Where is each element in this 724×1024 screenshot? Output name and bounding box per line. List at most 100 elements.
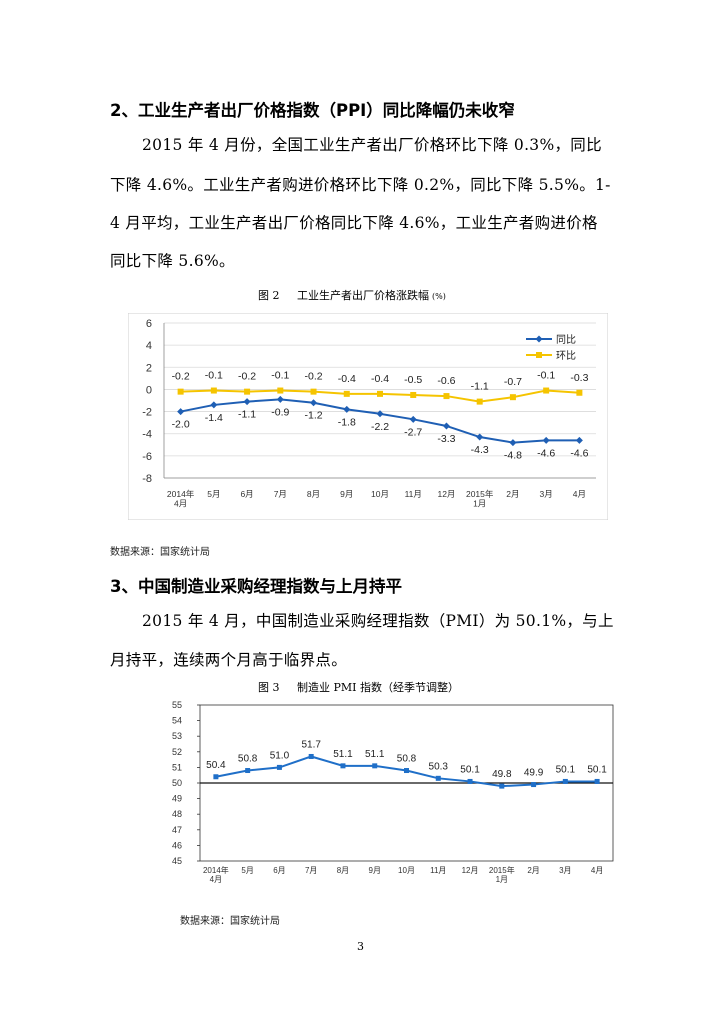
data-point: [210, 401, 218, 409]
x-tick-label: 8月: [307, 489, 320, 499]
data-point: [340, 763, 346, 769]
data-label: -4.6: [537, 447, 555, 459]
y-tick-label: 0: [146, 384, 152, 396]
data-label: -1.4: [205, 412, 223, 424]
data-label: -0.1: [205, 370, 223, 382]
data-label: -0.9: [271, 406, 289, 418]
data-point: [531, 782, 537, 788]
data-label: 51.0: [270, 750, 290, 761]
x-tick-label: 12月: [462, 866, 479, 875]
data-point: [543, 387, 550, 394]
legend-label: 同比: [556, 334, 576, 346]
data-label: -0.4: [371, 373, 389, 385]
data-label: -0.2: [238, 371, 256, 383]
y-tick-label: 51: [172, 762, 182, 772]
data-point: [594, 778, 600, 784]
y-tick-label: 49: [172, 794, 182, 804]
data-point: [499, 783, 505, 789]
data-label: -2.7: [404, 426, 422, 438]
y-tick-label: 47: [172, 825, 182, 835]
y-tick-label: 50: [172, 778, 182, 788]
data-point: [177, 388, 184, 395]
y-tick-label: -6: [142, 451, 152, 463]
x-tick-label: 9月: [369, 866, 381, 875]
paragraph-line: 月持平，连续两个月高于临界点。: [110, 651, 348, 669]
data-label: 50.8: [397, 754, 417, 765]
x-tick-label: 2015年 1月: [489, 865, 515, 884]
x-tick-label: 2014年 4月: [167, 489, 195, 509]
data-point: [210, 387, 217, 394]
data-label: -1.1: [238, 409, 256, 421]
x-tick-label: 6月: [240, 489, 253, 499]
data-source: 数据来源：国家统计局: [110, 547, 210, 558]
data-label: -0.2: [304, 371, 322, 383]
data-label: -1.1: [471, 381, 489, 393]
x-tick-label: 5月: [241, 866, 253, 875]
data-label: -1.8: [338, 416, 356, 428]
legend-marker: [535, 335, 543, 343]
x-tick-label: 12月: [437, 489, 455, 499]
data-point: [177, 408, 185, 416]
data-point: [442, 422, 450, 430]
x-tick-label: 3月: [540, 489, 553, 499]
paragraph-line: 4 月平均，工业生产者出厂价格同比下降 4.6%，工业生产者购进价格: [110, 214, 598, 232]
data-label: 50.1: [460, 764, 480, 775]
legend-marker: [536, 352, 542, 358]
x-tick-label: 5月: [207, 489, 220, 499]
figure-caption-text: 图 2 工业生产者出厂价格涨跌幅: [258, 289, 429, 302]
data-label: -3.3: [437, 433, 455, 445]
data-point: [276, 395, 284, 403]
section-heading-ppi: 2、工业生产者出厂价格指数（PPI）同比降幅仍未收窄: [110, 101, 515, 120]
y-tick-label: -8: [142, 473, 152, 485]
data-label: -1.2: [304, 410, 322, 422]
data-label: -4.3: [471, 444, 489, 456]
data-point: [562, 778, 568, 784]
ppi-line-chart: -8 -6 -4 -2 0 2 4 6 2014年 4月 5月 6月 7月 8月 9月 10月 11月 12月 20…: [128, 313, 608, 520]
data-point: [343, 390, 350, 397]
paragraph-line: 同比下降 5.6%。: [110, 252, 235, 270]
data-point: [542, 436, 550, 444]
x-tick-label: 8月: [337, 866, 349, 875]
data-label: -0.4: [338, 373, 356, 385]
data-label: -0.5: [404, 374, 422, 386]
data-point: [410, 391, 417, 398]
data-label: -2.0: [172, 419, 190, 431]
pmi-line-chart: 45 46 47 48 49 50 51 52 53 54 55 2014年 4月 5月 6月 7月 8月 9月 1…: [172, 700, 614, 884]
paragraph-line: 2015 年 4 月，中国制造业采购经理指数（PMI）为 50.1%，与上: [142, 612, 614, 630]
data-label: 49.9: [524, 768, 544, 779]
chart-frame: [128, 313, 608, 520]
data-point: [443, 393, 450, 400]
y-tick-label: 45: [172, 856, 182, 866]
y-tick-label: 6: [146, 318, 152, 330]
data-label: 50.8: [238, 754, 258, 765]
x-tick-label: 11月: [430, 866, 446, 875]
data-source: 数据来源：国家统计局: [180, 916, 280, 927]
data-point: [310, 399, 318, 407]
figure-caption: 图 3 制造业 PMI 指数（经季节调整）: [258, 681, 459, 694]
x-tick-label: 2015年 1月: [466, 489, 494, 509]
x-tick-label: 7月: [305, 866, 317, 875]
x-tick-label: 10月: [398, 866, 415, 875]
data-point: [467, 778, 473, 784]
y-tick-label: -2: [142, 407, 152, 419]
paragraph-line: 2015 年 4 月份，全国工业生产者出厂价格环比下降 0.3%，同比: [142, 136, 602, 154]
data-label: -0.6: [437, 375, 455, 387]
data-point: [244, 388, 251, 395]
y-tick-label: 55: [172, 700, 182, 710]
x-tick-label: 3月: [559, 866, 571, 875]
data-label: 50.1: [556, 764, 576, 775]
y-tick-label: -4: [142, 429, 152, 441]
figure-caption: 图 2 工业生产者出厂价格涨跌幅 (%): [258, 287, 446, 303]
data-point: [372, 763, 378, 769]
data-label: -0.2: [172, 371, 190, 383]
y-tick-label: 54: [172, 716, 182, 726]
data-label: 50.4: [206, 760, 226, 771]
data-point: [476, 398, 483, 405]
x-tick-label: 10月: [371, 489, 389, 499]
data-label: 51.7: [301, 739, 321, 750]
data-point: [377, 390, 383, 397]
y-tick-label: 46: [172, 840, 182, 850]
data-label: 51.1: [333, 749, 353, 760]
data-label: -0.3: [570, 372, 588, 384]
data-label: 50.1: [587, 764, 607, 775]
